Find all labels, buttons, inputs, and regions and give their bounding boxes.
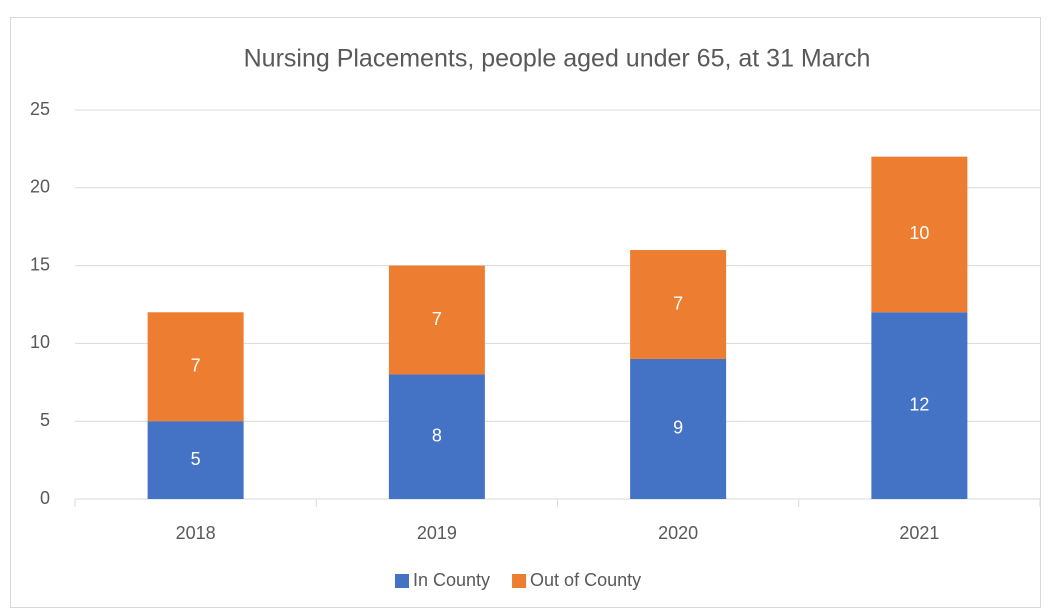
legend-label: Out of County — [530, 570, 641, 590]
legend-swatch — [395, 574, 409, 588]
data-label: 7 — [432, 309, 442, 329]
data-label: 12 — [909, 394, 929, 414]
y-tick-label: 20 — [30, 177, 50, 197]
data-label: 7 — [191, 355, 201, 375]
bar-segment — [388, 265, 485, 375]
legend-swatch — [512, 574, 527, 588]
y-tick-label: 5 — [40, 410, 50, 430]
x-tick-label: 2018 — [176, 523, 216, 543]
bar-segment — [388, 374, 485, 499]
bar-segment — [871, 312, 968, 499]
y-tick-label: 15 — [30, 254, 50, 274]
chart-title: Nursing Placements, people aged under 65… — [244, 45, 871, 73]
bar-segment — [147, 421, 244, 499]
x-tick-label: 2021 — [899, 523, 939, 543]
bar-segment — [147, 312, 244, 422]
legend-label: In County — [413, 570, 490, 590]
y-tick-label: 25 — [30, 99, 50, 119]
data-label: 5 — [191, 449, 201, 469]
x-tick-label: 2020 — [658, 523, 698, 543]
x-tick-label: 2019 — [417, 523, 457, 543]
data-label: 7 — [673, 293, 683, 313]
data-label: 8 — [432, 426, 442, 446]
bar-segment — [871, 156, 968, 313]
data-label: 10 — [909, 223, 929, 243]
y-tick-label: 10 — [30, 332, 50, 352]
y-tick-label: 0 — [40, 488, 50, 508]
bar-segment — [630, 358, 727, 499]
bar-segment — [630, 250, 727, 359]
data-label: 9 — [673, 418, 683, 438]
